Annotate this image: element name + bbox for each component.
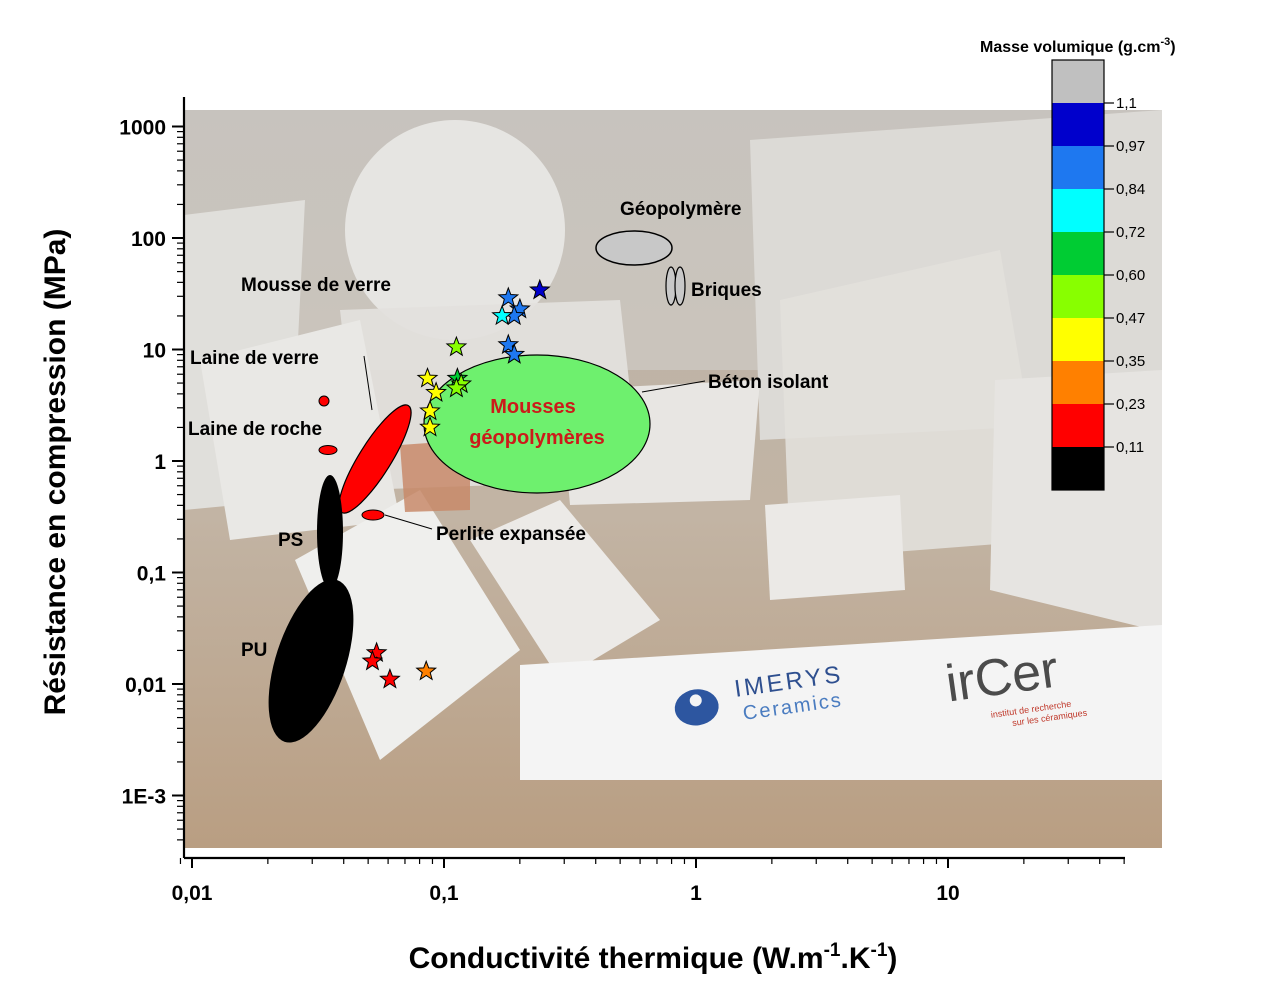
- data-point-star: [445, 335, 468, 357]
- colorbar-band: [1052, 404, 1104, 447]
- colorbar-tick-label: 0,84: [1116, 181, 1145, 198]
- data-point-star: [425, 381, 447, 402]
- x-ticks: 0,01 0,1 1 10: [172, 858, 1125, 905]
- data-point-star: [419, 399, 441, 421]
- label-perlite: Perlite expansée: [436, 524, 586, 545]
- logo-sheet: [520, 625, 1162, 780]
- x-tick-label: 1: [690, 882, 702, 905]
- label-briques: Briques: [691, 280, 762, 301]
- data-point-star: [445, 376, 468, 398]
- colorbar-title: Masse volumique (g.cm-3): [980, 36, 1176, 56]
- data-point-star: [415, 659, 438, 681]
- label-laine-de-roche: Laine de roche: [188, 419, 322, 440]
- y-ticks: 1E-3 0,01 0,1 1 10 100 1000: [119, 117, 184, 841]
- y-tick-label: 1E-3: [122, 786, 166, 809]
- colorbar-band: [1052, 60, 1104, 103]
- y-tick-label: 1: [154, 451, 166, 474]
- material-briques-2: [674, 266, 686, 306]
- colorbar-tick-label: 0,23: [1116, 396, 1145, 413]
- data-point-star: [497, 286, 520, 308]
- y-axis-title: Résistance en compression (MPa): [39, 229, 72, 716]
- colorbar-band: [1052, 275, 1104, 318]
- colorbar-tick-label: 0,60: [1116, 267, 1145, 284]
- axes: [182, 97, 1125, 860]
- colorbar-tick-label: 0,97: [1116, 138, 1145, 155]
- imerys-swirl-icon: [674, 689, 719, 726]
- background-photo: IMERYS Ceramics irCer institut de recher…: [184, 110, 1162, 848]
- y-tick-label: 10: [143, 340, 166, 363]
- y-tick-label: 0,1: [137, 563, 167, 586]
- data-point-star: [361, 649, 384, 671]
- material-laine-de-roche: [318, 445, 338, 455]
- material-geopolymere: [595, 230, 673, 266]
- data-point-star: [497, 333, 520, 355]
- colorbar-band: [1052, 361, 1104, 404]
- colorbar-band: [1052, 146, 1104, 189]
- material-pu: [268, 579, 354, 743]
- material-perlite: [361, 509, 385, 521]
- data-point-star: [419, 415, 441, 437]
- data-point-star: [528, 278, 551, 300]
- y-tick-label: 1000: [119, 117, 166, 140]
- material-laine-de-verre: [318, 395, 330, 407]
- colorbar-band: [1052, 189, 1104, 232]
- colorbar-band: [1052, 103, 1104, 146]
- material-regions: [268, 230, 706, 743]
- y-tick-label: 0,01: [125, 674, 166, 697]
- ircer-logo: irCer institut de recherche sur les céra…: [942, 640, 1088, 728]
- data-point-star: [503, 343, 526, 364]
- colorbar-tick-label: 0,35: [1116, 353, 1145, 370]
- label-laine-de-verre: Laine de verre: [190, 348, 319, 369]
- label-mousses-geopolymeres-2: géopolymères: [469, 427, 605, 449]
- data-points: [361, 278, 551, 689]
- x-tick-label: 0,1: [429, 882, 459, 905]
- colorbar-band: [1052, 232, 1104, 275]
- data-point-star: [491, 304, 513, 326]
- colorbar-band: [1052, 447, 1104, 490]
- label-geopolymere: Géopolymère: [620, 199, 741, 220]
- data-point-star: [416, 366, 439, 388]
- material-ps: [317, 475, 343, 589]
- label-mousses-geopolymeres-1: Mousses: [490, 396, 576, 418]
- material-labels: Géopolymère Briques Mousse de verre Lain…: [188, 199, 829, 661]
- label-ps: PS: [278, 530, 303, 551]
- colorbar-tick-label: 0,47: [1116, 310, 1145, 327]
- y-tick-label: 100: [131, 228, 166, 251]
- label-beton-isolant: Béton isolant: [708, 372, 829, 393]
- colorbar-tick-label: 0,72: [1116, 224, 1145, 241]
- colorbar: 1,1 0,97 0,84 0,72 0,60 0,47 0,35 0,23 0,11: [1051, 59, 1145, 491]
- data-point-star: [379, 667, 401, 689]
- photo-disc: [345, 120, 565, 340]
- colorbar-tick-label: 1,1: [1116, 95, 1137, 112]
- x-tick-label: 0,01: [172, 882, 213, 905]
- colorbar-band: [1052, 318, 1104, 361]
- x-tick-label: 10: [936, 882, 959, 905]
- x-axis-title: Conductivité thermique (W.m-1.K-1): [409, 940, 898, 975]
- label-pu: PU: [241, 640, 267, 661]
- colorbar-tick-label: 0,11: [1116, 439, 1144, 456]
- imerys-logo: IMERYS Ceramics: [674, 661, 845, 726]
- label-mousse-de-verre: Mousse de verre: [241, 275, 391, 296]
- data-point-star: [365, 641, 388, 663]
